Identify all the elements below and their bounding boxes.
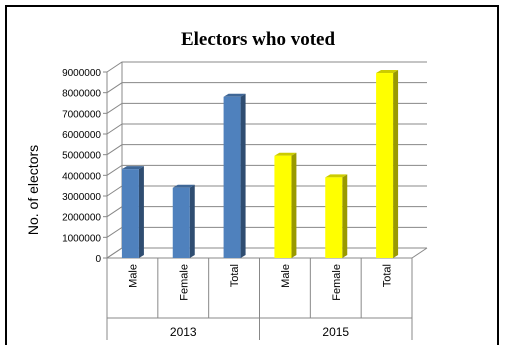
bar-front <box>274 155 292 258</box>
bar-top <box>121 166 144 170</box>
gridline <box>106 123 427 135</box>
bar-side <box>342 174 348 258</box>
bar-top <box>274 152 297 156</box>
bar-side <box>138 166 144 258</box>
y-tick-label: 2000000 <box>62 213 101 224</box>
gridline <box>106 164 427 176</box>
y-tick-label: 3000000 <box>62 192 101 203</box>
y-axis-label: No. of electors <box>25 145 41 235</box>
bar-front <box>325 177 343 258</box>
bar-top <box>172 184 195 188</box>
bar-2015-female <box>325 174 348 258</box>
gridline <box>106 144 427 156</box>
chart-title: Electors who voted <box>181 29 336 50</box>
gridline <box>106 102 427 114</box>
bar-2013-female <box>172 184 195 258</box>
x-category-label: Male <box>280 264 292 288</box>
x-axis: Male Female Total Male Female Total 2013 2015 <box>106 258 413 340</box>
x-category-label: Female <box>178 264 190 301</box>
bar-2013-total <box>223 93 246 258</box>
y-tick-label: 8000000 <box>62 89 101 100</box>
y-tick-label: 4000000 <box>62 171 101 182</box>
bar-top <box>325 174 348 178</box>
x-category-label: Total <box>382 264 394 287</box>
y-tick-label: 6000000 <box>62 130 101 141</box>
y-tick-label: 1000000 <box>62 233 101 244</box>
y-tick-label: 7000000 <box>62 109 101 120</box>
x-category-label: Total <box>229 264 241 287</box>
y-tick-label: 0 <box>95 254 101 265</box>
x-category-label: Female <box>331 264 343 301</box>
floor-right-edge <box>411 247 428 259</box>
gridline <box>106 82 427 94</box>
bar-side <box>240 93 246 258</box>
bar-2013-male <box>121 166 144 258</box>
x-group-label: 2015 <box>322 325 349 339</box>
bar-front <box>172 187 190 258</box>
bar-top <box>376 70 399 74</box>
bar-side <box>291 152 297 258</box>
x-category-label: Male <box>127 264 139 288</box>
bar-front <box>223 96 241 258</box>
bar-front <box>121 169 139 258</box>
y-tick-label: 9000000 <box>62 68 101 79</box>
bars <box>121 70 399 259</box>
bar-top <box>223 93 246 97</box>
gridline <box>106 61 427 73</box>
bar-front <box>376 73 394 259</box>
x-group-label: 2013 <box>170 325 197 339</box>
y-tick-label: 5000000 <box>62 151 101 162</box>
bar-side <box>393 70 399 259</box>
bar-side <box>189 184 195 258</box>
bar-2015-total <box>376 70 399 259</box>
bar-2015-male <box>274 152 297 258</box>
